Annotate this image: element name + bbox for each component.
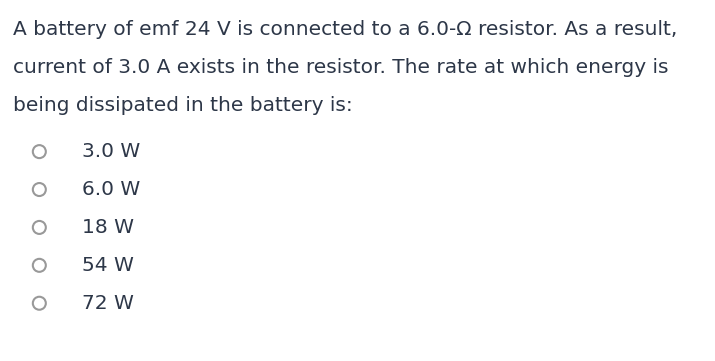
Text: 3.0 W: 3.0 W — [82, 142, 140, 161]
Text: A battery of emf 24 V is connected to a 6.0-Ω resistor. As a result,: A battery of emf 24 V is connected to a … — [13, 20, 677, 39]
Text: current of 3.0 A exists in the resistor. The rate at which energy is: current of 3.0 A exists in the resistor.… — [13, 58, 669, 77]
Text: being dissipated in the battery is:: being dissipated in the battery is: — [13, 96, 352, 115]
Text: 72 W: 72 W — [82, 294, 134, 313]
Text: 54 W: 54 W — [82, 256, 134, 275]
Text: 18 W: 18 W — [82, 218, 134, 237]
Text: 6.0 W: 6.0 W — [82, 180, 140, 199]
